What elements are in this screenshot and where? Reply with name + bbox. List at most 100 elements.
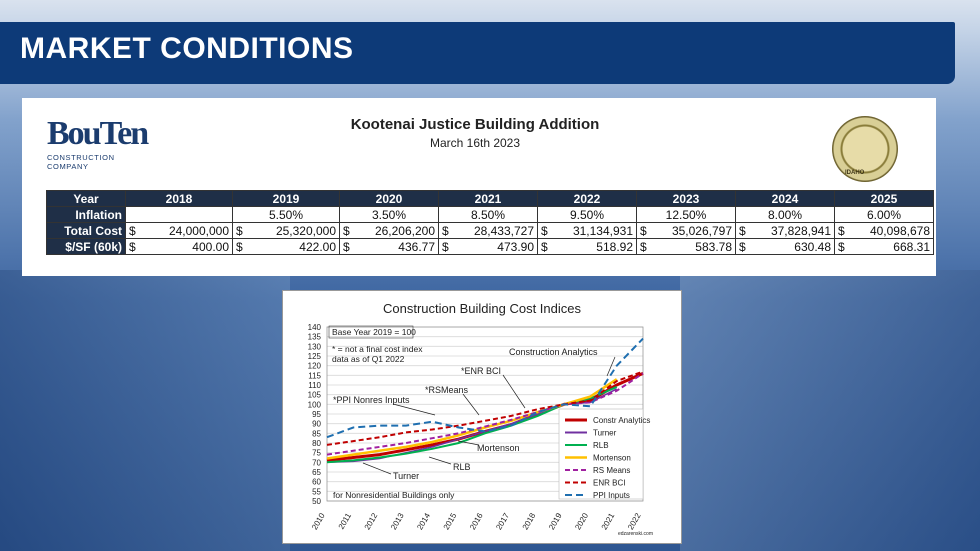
row-label: Total Cost	[46, 222, 126, 239]
row-label: $/SF (60k)	[46, 238, 126, 255]
table-cell: 6.00%	[834, 206, 934, 223]
y-tick-label: 85	[312, 429, 321, 438]
annotation-leader	[606, 356, 616, 377]
cost-indices-chart: Construction Building Cost Indices 50 55 60…	[282, 290, 682, 544]
x-tick-label: 2011	[337, 511, 354, 531]
x-tick-label: 2018	[521, 511, 538, 531]
table-cell: $40,098,678	[834, 222, 934, 239]
annotation-box	[328, 325, 414, 339]
annotation-constr-analytics: Construction Analytics	[509, 347, 598, 357]
cost-table: Year 2018 2019 2020 2021 2022 2023 2024 2025 Infl…	[46, 190, 934, 255]
y-tick-label: 75	[312, 449, 321, 458]
bouten-logo: BouTen CONSTRUCTION COMPANY	[47, 115, 149, 172]
year-header: 2022	[537, 190, 637, 207]
year-header: 2025	[834, 190, 934, 207]
y-tick-label: 80	[312, 439, 321, 448]
y-tick-label: 105	[308, 391, 322, 400]
table-row: Total Cost $24,000,000 $25,320,000 $26,206,…	[46, 222, 934, 239]
x-tick-label: 2020	[573, 511, 590, 531]
x-tick-label: 2022	[626, 511, 643, 531]
chart-svg: Construction Building Cost Indices 505560…	[308, 301, 653, 537]
legend-label: RS Means	[593, 466, 630, 475]
annotation-leader	[502, 374, 526, 409]
year-label: Year	[46, 190, 126, 207]
table-cell: $473.90	[438, 238, 538, 255]
y-tick-label: 65	[312, 468, 321, 477]
x-tick-label: 2017	[494, 511, 511, 531]
y-tick-label: 70	[312, 458, 321, 467]
annotation-date: data as of Q1 2022	[332, 354, 405, 364]
background-street	[680, 270, 980, 551]
table-row: $/SF (60k) $400.00 $422.00 $436.77 $473.90 $5…	[46, 238, 934, 255]
legend-box	[558, 408, 644, 500]
table-cell: $31,134,931	[537, 222, 637, 239]
table-cell: $25,320,000	[232, 222, 340, 239]
y-tick-label: 130	[308, 342, 322, 351]
y-tick-label: 95	[312, 410, 321, 419]
y-tick-label: 55	[312, 487, 321, 496]
slide-title: MARKET CONDITIONS	[20, 32, 354, 65]
annotation-scope: for Nonresidential Buildings only	[333, 490, 455, 500]
legend-label: PPI Inputs	[593, 491, 630, 500]
table-cell: $24,000,000	[125, 222, 233, 239]
y-tick-label: 110	[308, 381, 321, 390]
table-cell	[125, 206, 233, 223]
year-header: 2019	[232, 190, 340, 207]
x-tick-label: 2019	[547, 511, 564, 531]
y-tick-label: 140	[308, 323, 322, 332]
table-cell: $630.48	[735, 238, 835, 255]
legend-label: Turner	[593, 429, 617, 438]
y-tick-label: 60	[312, 478, 321, 487]
annotation-base-year: Base Year 2019 = 100	[332, 327, 416, 337]
x-tick-label: 2021	[600, 511, 617, 531]
table-header-row: Year 2018 2019 2020 2021 2022 2023 2024 2025	[46, 190, 934, 207]
table-cell: 8.00%	[735, 206, 835, 223]
y-tick-label: 120	[308, 362, 322, 371]
table-cell: $400.00	[125, 238, 233, 255]
annotation-enr: *ENR BCI	[461, 366, 501, 376]
table-cell: 5.50%	[232, 206, 340, 223]
logo-name: BouTen	[47, 115, 149, 152]
title-bar	[0, 22, 955, 84]
annotation-rsmeans: *RSMeans	[425, 385, 469, 395]
table-cell: $35,026,797	[636, 222, 736, 239]
table-cell: $583.78	[636, 238, 736, 255]
annotation-leader	[457, 440, 480, 446]
series-line	[326, 372, 644, 456]
annotation-source: edzarenski.com	[618, 531, 653, 537]
x-tick-label: 2013	[389, 511, 406, 531]
series-line	[326, 378, 618, 460]
table-cell: 12.50%	[636, 206, 736, 223]
x-tick-label: 2015	[442, 511, 459, 531]
year-header: 2020	[339, 190, 439, 207]
legend-label: ENR BCI	[593, 479, 625, 488]
table-cell: $37,828,941	[735, 222, 835, 239]
table-cell: 9.50%	[537, 206, 637, 223]
legend-label: Constr Analytics	[593, 416, 650, 425]
table-cell: 8.50%	[438, 206, 538, 223]
annotation-mortenson: Mortenson	[477, 443, 520, 453]
x-tick-label: 2016	[468, 511, 485, 531]
table-cell: $28,433,727	[438, 222, 538, 239]
annotation-rlb: RLB	[453, 462, 471, 472]
legend-label: RLB	[593, 441, 609, 450]
y-tick-label: 135	[308, 333, 322, 342]
annotation-leader	[428, 456, 452, 465]
row-label: Inflation	[46, 206, 126, 223]
table-cell: $436.77	[339, 238, 439, 255]
annotation-leader	[462, 393, 480, 416]
annotation-leader	[392, 403, 436, 416]
y-tick-label: 115	[308, 371, 321, 380]
y-tick-label: 90	[312, 420, 321, 429]
y-tick-label: 100	[308, 400, 322, 409]
logo-subtitle: CONSTRUCTION COMPANY	[47, 153, 115, 171]
x-tick-label: 2012	[363, 511, 380, 531]
series-line	[326, 370, 644, 446]
annotation-note: * = not a final cost index	[332, 344, 423, 354]
y-tick-label: 50	[312, 497, 321, 506]
project-title: Kootenai Justice Building Addition	[350, 116, 600, 133]
year-header: 2023	[636, 190, 736, 207]
table-cell: $518.92	[537, 238, 637, 255]
table-cell: $668.31	[834, 238, 934, 255]
seal-text: IDAHO	[845, 170, 865, 176]
